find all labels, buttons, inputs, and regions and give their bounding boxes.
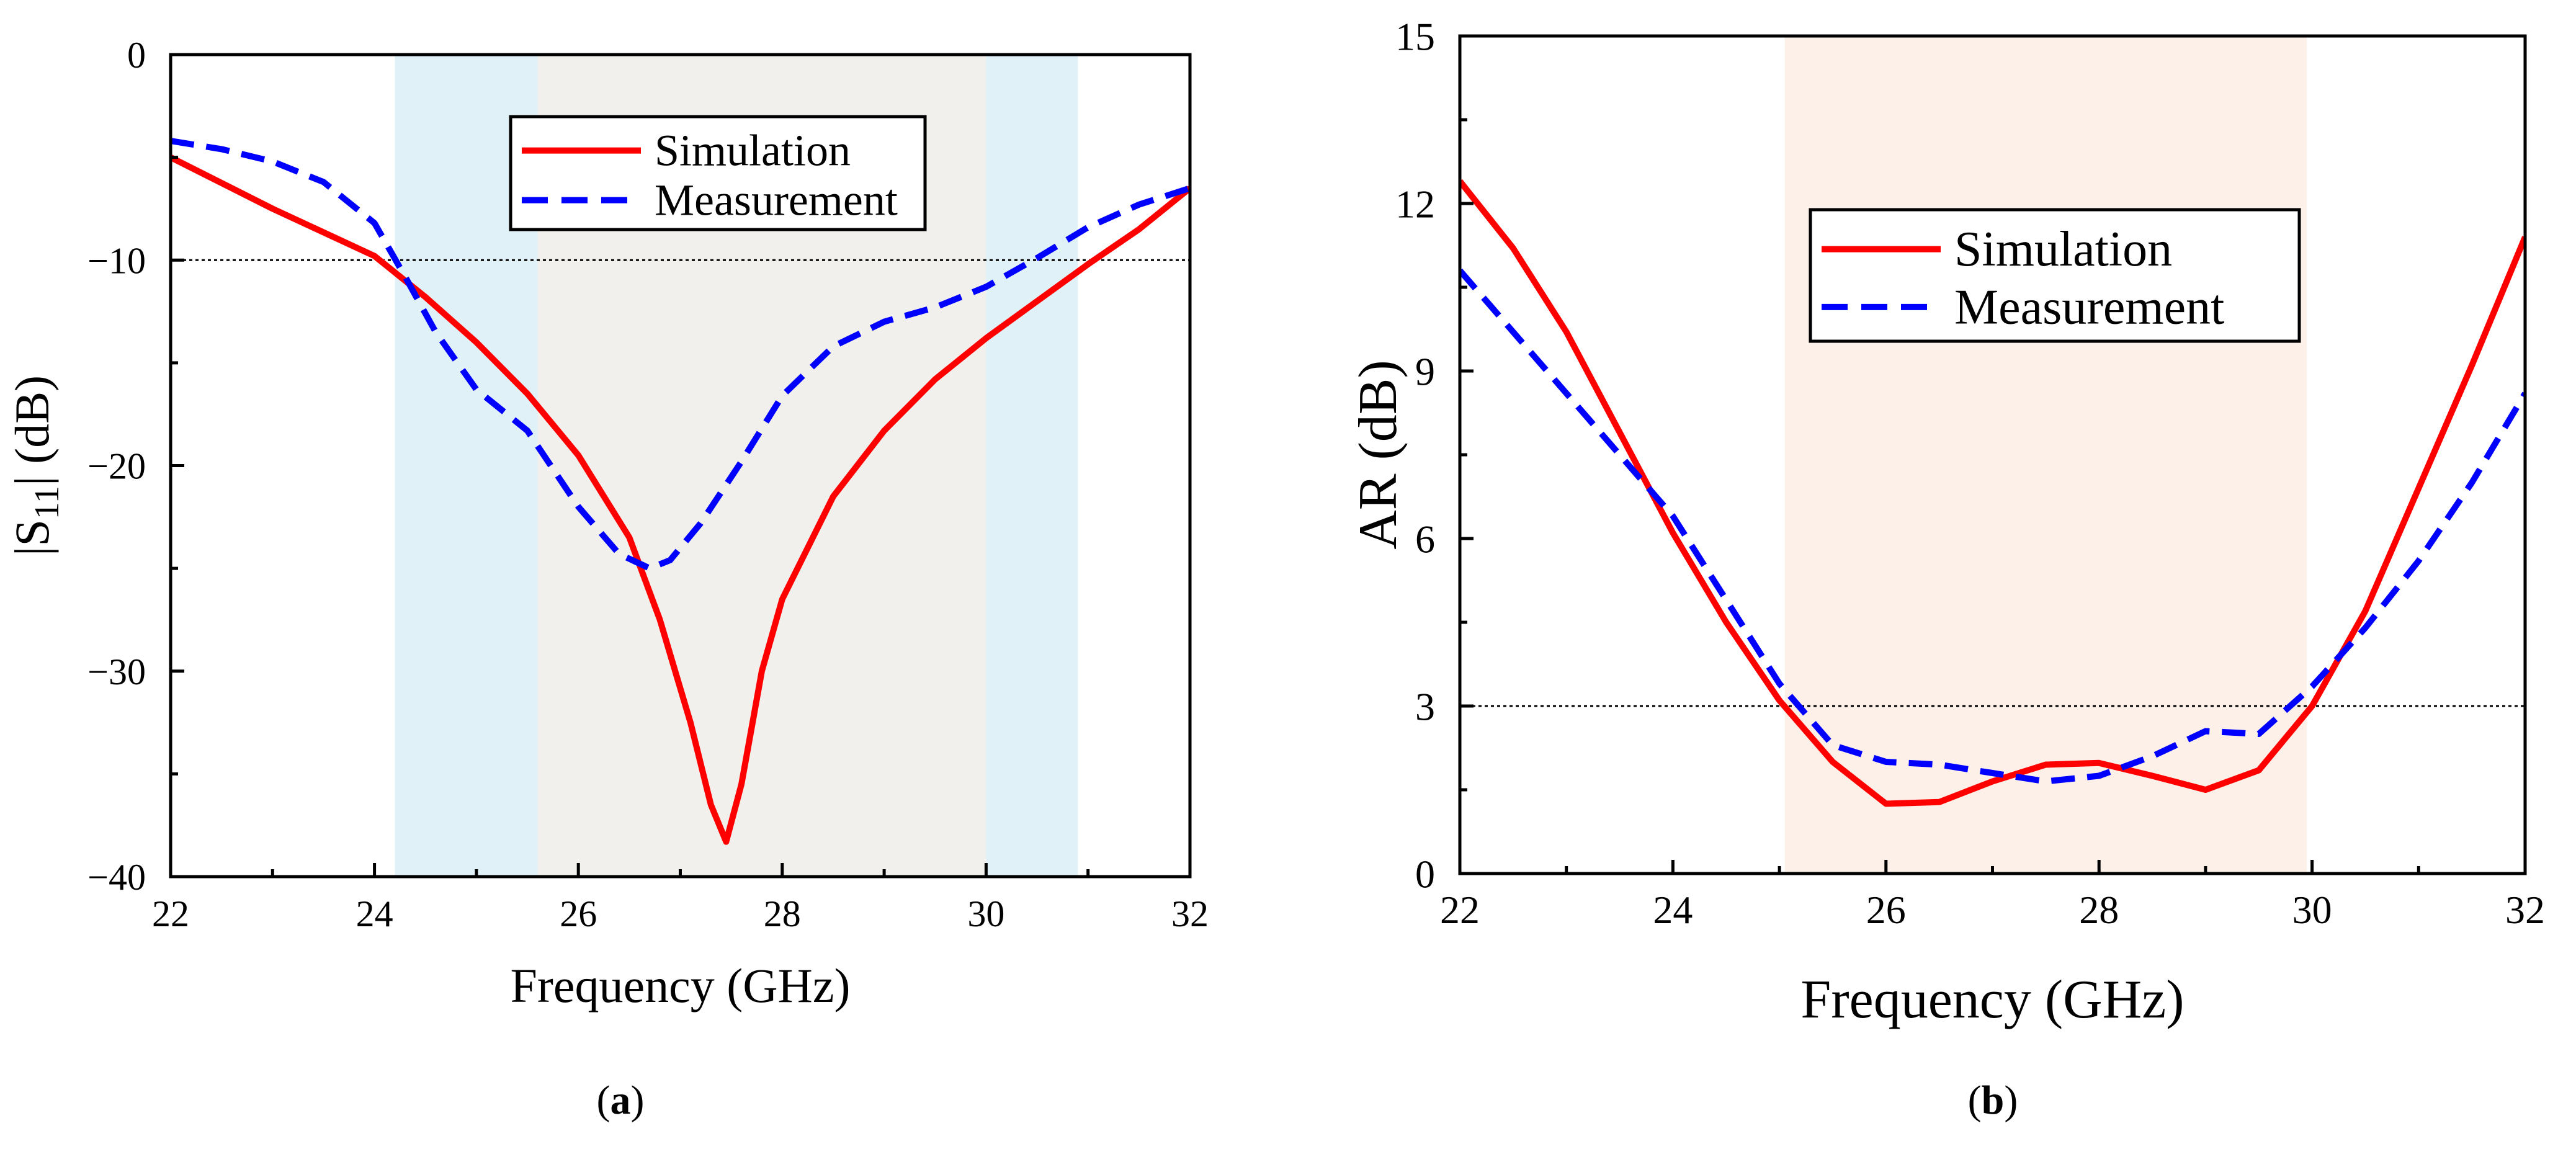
x-tick-label: 22 <box>1440 888 1480 932</box>
legend-label-simulation: Simulation <box>1954 222 2172 277</box>
x-axis-label: Frequency (GHz) <box>511 959 851 1013</box>
y-axis-label-part: |S <box>5 519 59 556</box>
x-tick-label: 32 <box>1171 893 1209 934</box>
y-tick-label: 9 <box>1415 349 1435 393</box>
y-tick-label: 6 <box>1415 517 1435 561</box>
y-tick-label: 0 <box>127 35 146 76</box>
panel-label: (b) <box>1968 1078 2018 1123</box>
paren: ) <box>2004 1078 2018 1123</box>
y-tick-label: −20 <box>87 446 146 487</box>
x-axis-label: Frequency (GHz) <box>1800 970 2184 1030</box>
paren: ( <box>597 1078 610 1123</box>
panel-label: (a) <box>597 1078 645 1123</box>
x-tick-label: 28 <box>764 893 801 934</box>
series-line-measurement <box>1460 268 2525 785</box>
shaded-band-1 <box>1784 36 2307 874</box>
y-tick-label: −30 <box>87 651 146 692</box>
x-tick-label: 30 <box>2292 888 2332 932</box>
y-axis-label: AR (dB) <box>1348 360 1408 550</box>
y-tick-label: 3 <box>1415 684 1435 728</box>
x-tick-label: 22 <box>152 893 189 934</box>
y-tick-label: 12 <box>1395 182 1435 226</box>
x-tick-label: 26 <box>1866 888 1906 932</box>
panel-letter: b <box>1982 1078 2005 1123</box>
series-line-simulation <box>1460 179 2525 807</box>
y-axis-label: |S11| (dB) <box>5 375 66 556</box>
legend-label-measurement: Measurement <box>1954 280 2224 334</box>
series-line-simulation <box>171 154 1190 845</box>
paren: ) <box>631 1078 645 1123</box>
legend-box <box>1809 208 2301 343</box>
y-tick-label: −10 <box>87 240 146 281</box>
y-tick-label: −40 <box>87 857 146 898</box>
panel-letter: a <box>610 1078 631 1123</box>
legend-label-measurement: Measurement <box>655 175 898 225</box>
x-tick-label: 24 <box>356 893 393 934</box>
legend-box <box>509 115 927 231</box>
panel-b: 22 24 26 28 30 32 0 3 6 9 12 15 Frequency (GHz) AR (d… <box>1348 14 2545 1123</box>
series-line-measurement <box>171 138 1190 572</box>
y-axis-label-part: | (dB) <box>5 375 59 486</box>
legend-label-simulation: Simulation <box>655 125 851 175</box>
y-tick-label: 0 <box>1415 852 1435 896</box>
y-axis-label-subscript: 11 <box>28 486 66 519</box>
x-tick-label: 28 <box>2079 888 2119 932</box>
paren: ( <box>1968 1078 1982 1123</box>
panel-a: 22 24 26 28 30 32 0 −10 −20 −30 −40 Frequency (GHz)… <box>5 35 1209 1123</box>
x-tick-label: 24 <box>1653 888 1693 932</box>
x-tick-label: 26 <box>560 893 597 934</box>
x-tick-label: 30 <box>967 893 1004 934</box>
x-tick-label: 32 <box>2505 888 2545 932</box>
y-tick-label: 15 <box>1395 14 1435 58</box>
